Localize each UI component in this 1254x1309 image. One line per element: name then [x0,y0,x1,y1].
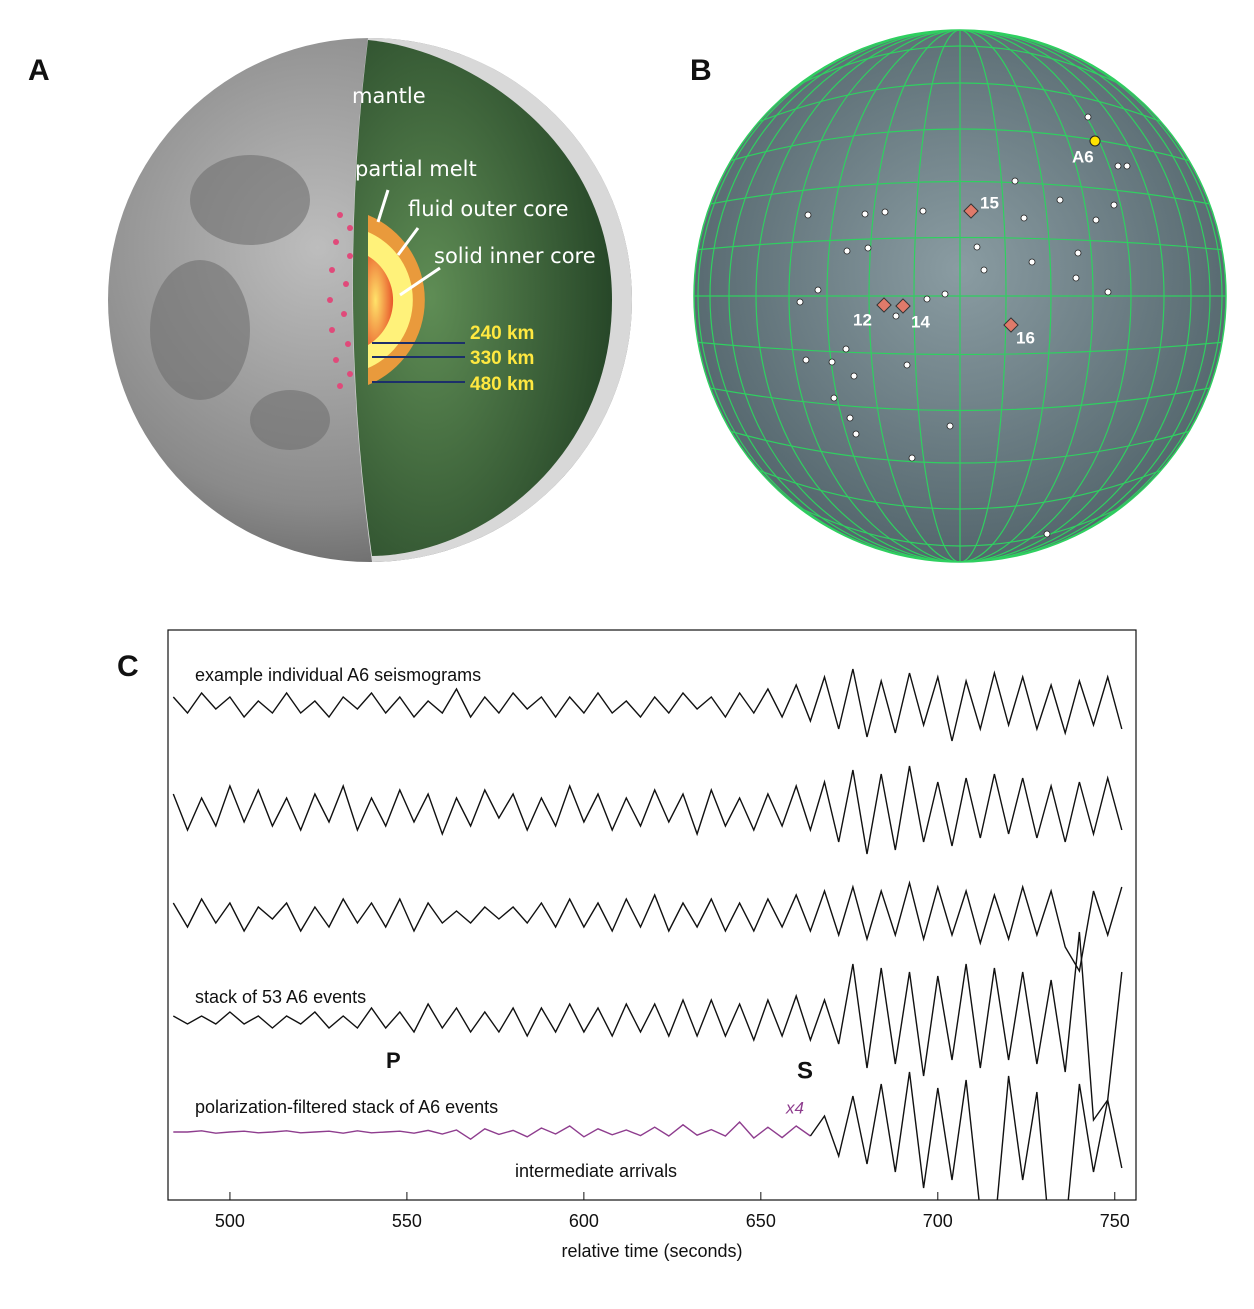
annotation: x4 [785,1098,804,1117]
label: fluid outer core [408,197,568,221]
trace [172,765,1123,855]
x-tick-label: 650 [746,1211,776,1231]
apollo-sites [876,203,1019,333]
site-label: 14 [911,312,930,331]
trace [173,1120,811,1141]
panel-label: B [690,54,712,87]
depth-lines [372,342,465,383]
trace [172,931,1123,1122]
x-tick-label: 500 [215,1211,245,1231]
label: partial melt [355,157,477,181]
annotation: example individual A6 seismograms [195,665,481,685]
site-a6 [1089,135,1101,147]
melt-dots [327,212,353,389]
site-label: 15 [980,193,999,212]
depth-label: 330 km [470,348,534,369]
x-tick-label: 750 [1100,1211,1130,1231]
traces [172,668,1123,1200]
globe-rim [693,29,1227,563]
site-label: 16 [1016,328,1035,347]
annotation: intermediate arrivals [515,1161,677,1181]
depth-label: 480 km [470,374,534,395]
plot-frame [167,629,1137,1201]
panel-label: C [117,650,139,683]
annotation: stack of 53 A6 events [195,987,366,1007]
x-tick-label: 700 [923,1211,953,1231]
event-dots [796,113,1131,538]
panel-label: A [28,54,50,87]
annotation: S [797,1057,813,1084]
annotation: polarization-filtered stack of A6 events [195,1097,498,1117]
x-axis-label: relative time (seconds) [561,1241,742,1261]
arrows [376,189,441,297]
depth-label: 240 km [470,323,534,344]
trace [172,668,1123,742]
site-label: A6 [1072,147,1094,166]
trace [172,880,1123,973]
mantle [352,40,612,556]
site-label: 12 [853,310,872,329]
trace [809,1071,1123,1200]
label: mantle [352,84,426,108]
annotation: P [386,1048,401,1073]
x-tick-label: 550 [392,1211,422,1231]
label: solid inner core [434,244,596,268]
graticule [694,30,1226,562]
x-tick-label: 600 [569,1211,599,1231]
maria [150,155,330,450]
